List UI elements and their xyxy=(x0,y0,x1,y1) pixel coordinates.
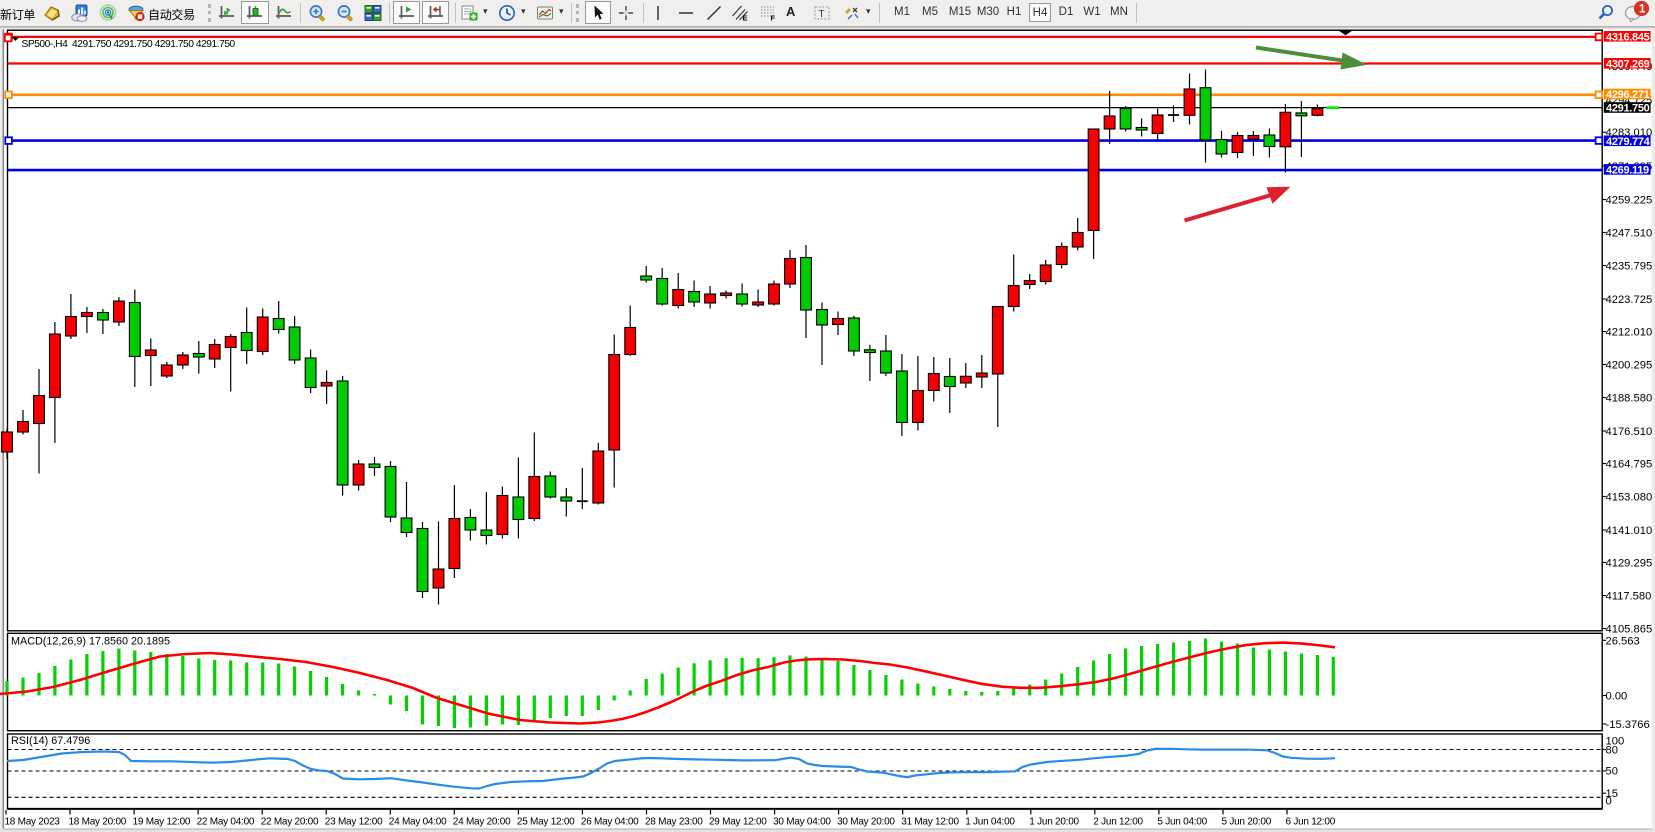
svg-text:4291.750: 4291.750 xyxy=(1606,103,1650,115)
svg-text:-15.3766: -15.3766 xyxy=(1606,719,1650,731)
svg-text:29 May 12:00: 29 May 12:00 xyxy=(709,817,767,828)
svg-text:4296.271: 4296.271 xyxy=(1606,89,1650,101)
svg-text:SP500-,H4 4291.750 4291.750 4: SP500-,H4 4291.750 4291.750 4291.750 429… xyxy=(22,39,236,50)
svg-text:28 May 23:00: 28 May 23:00 xyxy=(645,817,703,828)
svg-text:4129.295: 4129.295 xyxy=(1606,558,1653,570)
svg-text:31 May 12:00: 31 May 12:00 xyxy=(901,817,959,828)
svg-text:4279.774: 4279.774 xyxy=(1606,136,1651,148)
svg-text:4316.845: 4316.845 xyxy=(1606,31,1650,43)
svg-text:1 Jun 20:00: 1 Jun 20:00 xyxy=(1029,817,1079,828)
svg-text:4259.225: 4259.225 xyxy=(1606,195,1653,207)
svg-text:4164.795: 4164.795 xyxy=(1606,459,1653,471)
svg-text:26.563: 26.563 xyxy=(1606,635,1640,647)
svg-text:T: T xyxy=(819,9,825,20)
svg-text:4235.795: 4235.795 xyxy=(1606,261,1653,273)
svg-text:4141.010: 4141.010 xyxy=(1606,525,1653,537)
svg-text:22 May 04:00: 22 May 04:00 xyxy=(197,817,255,828)
svg-text:4212.010: 4212.010 xyxy=(1606,327,1653,339)
svg-text:4188.580: 4188.580 xyxy=(1606,393,1653,405)
svg-text:1: 1 xyxy=(1639,4,1646,16)
svg-text:2 Jun 12:00: 2 Jun 12:00 xyxy=(1093,817,1143,828)
svg-text:26 May 04:00: 26 May 04:00 xyxy=(581,817,639,828)
svg-text:1 Jun 04:00: 1 Jun 04:00 xyxy=(965,817,1015,828)
svg-text:0: 0 xyxy=(1606,795,1612,807)
svg-text:24 May 04:00: 24 May 04:00 xyxy=(389,817,447,828)
svg-text:4247.510: 4247.510 xyxy=(1606,228,1653,240)
svg-text:4223.725: 4223.725 xyxy=(1606,294,1653,306)
svg-text:5 Jun 20:00: 5 Jun 20:00 xyxy=(1222,817,1272,828)
svg-text:4176.510: 4176.510 xyxy=(1606,426,1653,438)
svg-text:30 May 20:00: 30 May 20:00 xyxy=(837,817,895,828)
svg-text:22 May 20:00: 22 May 20:00 xyxy=(261,817,319,828)
svg-text:30 May 04:00: 30 May 04:00 xyxy=(773,817,831,828)
svg-text:E: E xyxy=(743,14,748,23)
svg-text:4269.119: 4269.119 xyxy=(1606,165,1649,177)
svg-text:F: F xyxy=(771,14,776,23)
svg-text:MACD(12,26,9) 17.8560 20.1895: MACD(12,26,9) 17.8560 20.1895 xyxy=(11,636,170,648)
svg-text:6 Jun 12:00: 6 Jun 12:00 xyxy=(1286,817,1336,828)
svg-text:80: 80 xyxy=(1606,745,1618,757)
svg-text:RSI(14) 67.4796: RSI(14) 67.4796 xyxy=(11,735,90,747)
svg-text:25 May 12:00: 25 May 12:00 xyxy=(517,817,575,828)
svg-text:4117.580: 4117.580 xyxy=(1606,591,1652,603)
svg-text:24 May 20:00: 24 May 20:00 xyxy=(453,817,511,828)
svg-text:50: 50 xyxy=(1606,766,1618,778)
svg-text:18 May 2023: 18 May 2023 xyxy=(5,817,61,828)
svg-text:4153.080: 4153.080 xyxy=(1606,492,1653,504)
svg-text:23 May 12:00: 23 May 12:00 xyxy=(325,817,383,828)
svg-text:0.00: 0.00 xyxy=(1606,691,1628,703)
svg-text:15: 15 xyxy=(1606,788,1618,800)
svg-text:100: 100 xyxy=(1606,735,1625,747)
svg-text:4105.865: 4105.865 xyxy=(1606,624,1653,636)
svg-text:5 Jun 04:00: 5 Jun 04:00 xyxy=(1157,817,1207,828)
svg-text:18 May 20:00: 18 May 20:00 xyxy=(69,817,127,828)
svg-text:4307.269: 4307.269 xyxy=(1606,58,1650,70)
svg-text:4200.295: 4200.295 xyxy=(1606,360,1653,372)
svg-text:19 May 12:00: 19 May 12:00 xyxy=(133,817,191,828)
